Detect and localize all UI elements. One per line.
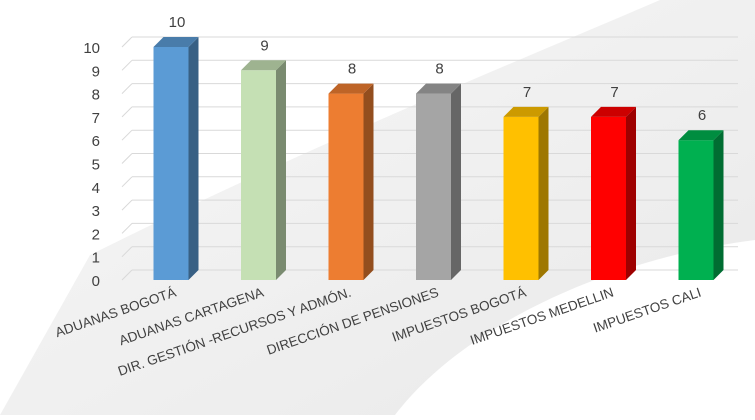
gridline-diag bbox=[121, 106, 133, 118]
bar-front bbox=[328, 93, 364, 280]
bar-top bbox=[591, 106, 636, 117]
data-label: 8 bbox=[348, 61, 356, 78]
y-tick-label: 10 bbox=[83, 40, 100, 57]
gridline-diag bbox=[121, 83, 133, 94]
y-tick-label: 3 bbox=[92, 203, 100, 220]
bar-side bbox=[626, 106, 636, 281]
bar-top bbox=[678, 130, 724, 141]
y-tick-label: 7 bbox=[92, 110, 100, 127]
bar-side bbox=[363, 83, 374, 280]
bar bbox=[503, 106, 549, 281]
data-label: 9 bbox=[260, 37, 268, 54]
bar bbox=[328, 83, 374, 280]
bar-side bbox=[451, 83, 461, 280]
y-tick-label: 9 bbox=[92, 63, 100, 80]
data-label: 6 bbox=[698, 107, 706, 124]
y-tick-label: 5 bbox=[92, 157, 100, 174]
data-label: 8 bbox=[435, 61, 443, 78]
bar-top bbox=[241, 60, 286, 71]
bar-side bbox=[188, 37, 199, 280]
gridline-diag bbox=[121, 36, 133, 48]
y-tick-label: 1 bbox=[92, 250, 100, 267]
y-tick-label: 2 bbox=[92, 226, 100, 243]
y-axis: 0 1 2 3 4 5 6 7 8 9 10 bbox=[83, 40, 100, 290]
gridline-diag bbox=[121, 246, 133, 258]
bar-side bbox=[276, 60, 286, 280]
y-tick-label: 6 bbox=[92, 133, 100, 150]
bar-front bbox=[503, 116, 539, 281]
bar-top bbox=[153, 37, 199, 47]
y-tick-label: 0 bbox=[92, 273, 100, 290]
gridline-diag bbox=[121, 176, 133, 188]
bar-front bbox=[678, 140, 714, 280]
y-tick-label: 8 bbox=[92, 87, 100, 104]
gridline-diag bbox=[121, 129, 133, 141]
gridline-diag bbox=[121, 269, 133, 281]
data-label: 7 bbox=[523, 84, 531, 101]
bar bbox=[416, 83, 461, 280]
data-labels: 10 9 8 8 7 7 6 bbox=[169, 14, 707, 124]
bar-front bbox=[591, 116, 626, 281]
bar-front bbox=[416, 93, 451, 280]
bar-top bbox=[416, 83, 461, 94]
bar-side bbox=[713, 130, 724, 280]
bar-front bbox=[153, 47, 189, 280]
bar bbox=[241, 60, 286, 280]
bar bbox=[591, 106, 636, 281]
gridline-diag bbox=[121, 59, 133, 71]
data-label: 10 bbox=[169, 14, 186, 31]
gridline-diag bbox=[121, 223, 133, 234]
bar-front bbox=[241, 70, 276, 280]
bars bbox=[153, 37, 724, 281]
data-label: 7 bbox=[610, 84, 618, 101]
gridline-diag bbox=[121, 199, 133, 211]
bar-top bbox=[328, 83, 374, 94]
gridline-diag bbox=[121, 153, 133, 164]
y-tick-label: 4 bbox=[92, 180, 100, 197]
bar bbox=[153, 37, 199, 280]
bar-side bbox=[538, 106, 549, 281]
bar bbox=[678, 130, 724, 280]
bar-top bbox=[503, 106, 549, 117]
